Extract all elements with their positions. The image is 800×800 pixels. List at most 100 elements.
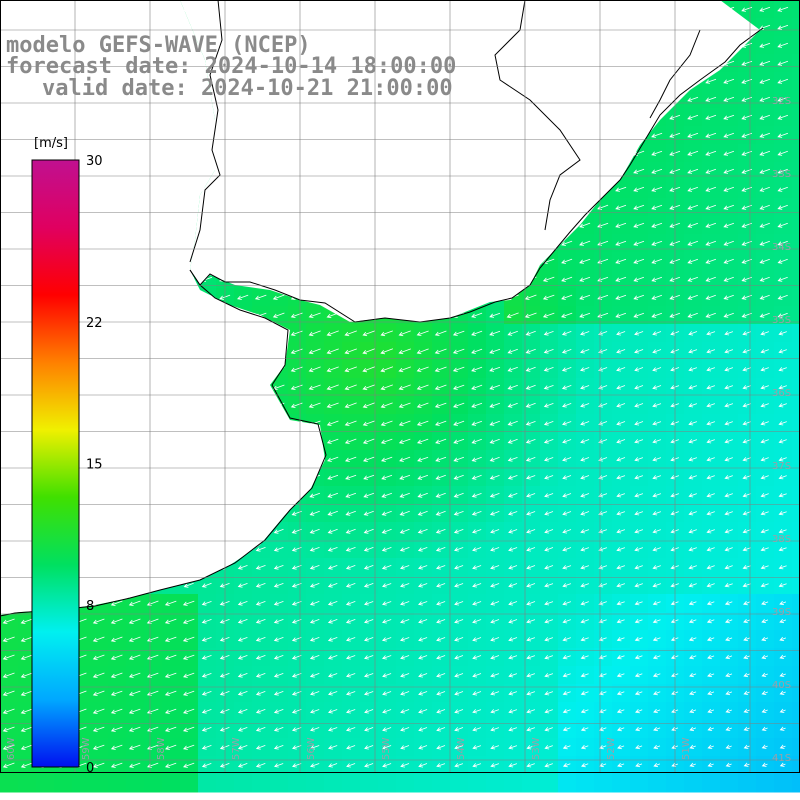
wind-arrow	[309, 528, 320, 534]
wind-arrow	[418, 745, 428, 750]
wind-arrow	[777, 312, 788, 318]
wind-arrow	[652, 601, 661, 606]
wind-arrow	[363, 565, 374, 570]
wind-arrow	[400, 727, 410, 732]
wind-arrow	[346, 709, 356, 714]
wind-arrow	[760, 457, 769, 462]
wind-arrow	[544, 655, 554, 660]
wind-arrow	[706, 529, 715, 534]
wind-arrow	[363, 528, 374, 534]
wind-arrow	[20, 708, 33, 714]
speed-cell	[288, 774, 307, 793]
wind-arrow	[183, 744, 195, 750]
wind-arrow	[723, 186, 735, 192]
wind-arrow	[759, 186, 770, 192]
speed-cell	[792, 756, 800, 775]
wind-arrow	[616, 457, 626, 462]
wind-arrow	[472, 547, 482, 552]
wind-arrow	[436, 583, 446, 588]
wind-arrow	[706, 493, 715, 498]
wind-arrow	[508, 691, 518, 696]
wind-arrow	[328, 709, 338, 714]
wind-arrow	[777, 294, 788, 300]
wind-arrow	[598, 439, 608, 444]
wind-arrow	[687, 150, 699, 156]
wind-arrow	[562, 619, 571, 624]
wind-arrow	[706, 331, 716, 336]
wind-arrow	[327, 655, 338, 660]
wind-arrow	[382, 619, 392, 624]
wind-arrow	[615, 186, 627, 192]
wind-arrow	[526, 493, 536, 498]
wind-arrow	[128, 672, 141, 678]
wind-arrow	[742, 475, 751, 480]
latitude-label: 39S	[772, 607, 791, 618]
wind-arrow	[255, 709, 266, 714]
wind-arrow	[435, 474, 446, 480]
wind-arrow	[508, 547, 518, 552]
speed-cell	[198, 774, 217, 793]
wind-arrow	[616, 421, 626, 426]
wind-arrow	[400, 637, 410, 642]
wind-arrow	[759, 96, 771, 102]
speed-cell	[792, 36, 800, 55]
wind-arrow	[634, 385, 644, 390]
wind-arrow	[128, 744, 141, 750]
wind-arrow	[525, 366, 536, 372]
wind-arrow	[598, 493, 608, 498]
wind-arrow	[454, 637, 464, 642]
wind-arrow	[778, 439, 787, 444]
wind-arrow	[561, 294, 573, 300]
colorbar-tick-label: 0	[86, 761, 94, 776]
speed-cell	[252, 774, 271, 793]
wind-arrow	[381, 510, 392, 516]
wind-arrow	[434, 366, 447, 372]
wind-arrow	[634, 493, 644, 498]
speed-cell	[792, 522, 800, 541]
wind-arrow	[725, 672, 733, 678]
wind-arrow	[580, 547, 590, 552]
wind-arrow	[526, 727, 536, 732]
wind-arrow	[399, 510, 410, 516]
wind-arrow	[508, 529, 518, 534]
wind-arrow	[237, 637, 248, 642]
wind-arrow	[454, 727, 464, 732]
wind-arrow	[508, 619, 518, 624]
wind-arrow	[724, 439, 733, 444]
wind-arrow	[471, 456, 482, 462]
speed-cell	[792, 414, 800, 433]
wind-arrow	[489, 330, 501, 336]
wind-arrow	[616, 529, 626, 534]
wind-arrow	[580, 349, 590, 354]
wind-arrow	[616, 619, 625, 624]
wind-arrow	[345, 601, 356, 606]
wind-arrow	[705, 312, 716, 318]
wind-arrow	[183, 582, 194, 588]
colorbar-tick-label: 22	[86, 316, 103, 331]
wind-arrow	[308, 348, 321, 355]
wind-arrow	[364, 619, 374, 624]
wind-arrow	[707, 708, 715, 714]
wind-arrow	[418, 763, 428, 768]
wind-arrow	[634, 439, 644, 444]
wind-arrow	[273, 619, 284, 624]
speed-cell	[792, 504, 800, 523]
wind-arrow	[777, 78, 789, 84]
wind-arrow	[561, 276, 573, 282]
wind-arrow	[616, 637, 625, 642]
wind-arrow	[761, 600, 769, 606]
wind-arrow	[273, 583, 284, 588]
wind-arrow	[544, 511, 554, 516]
wind-arrow	[508, 583, 518, 588]
wind-arrow	[653, 726, 661, 732]
wind-arrow	[380, 366, 394, 373]
wind-arrow	[183, 690, 195, 696]
wind-arrow	[635, 708, 643, 714]
wind-arrow	[128, 708, 141, 714]
wind-arrow	[2, 762, 15, 768]
wind-arrow	[489, 384, 501, 390]
wind-arrow	[652, 583, 661, 588]
wind-arrow	[508, 763, 518, 768]
wind-arrow	[652, 565, 661, 570]
